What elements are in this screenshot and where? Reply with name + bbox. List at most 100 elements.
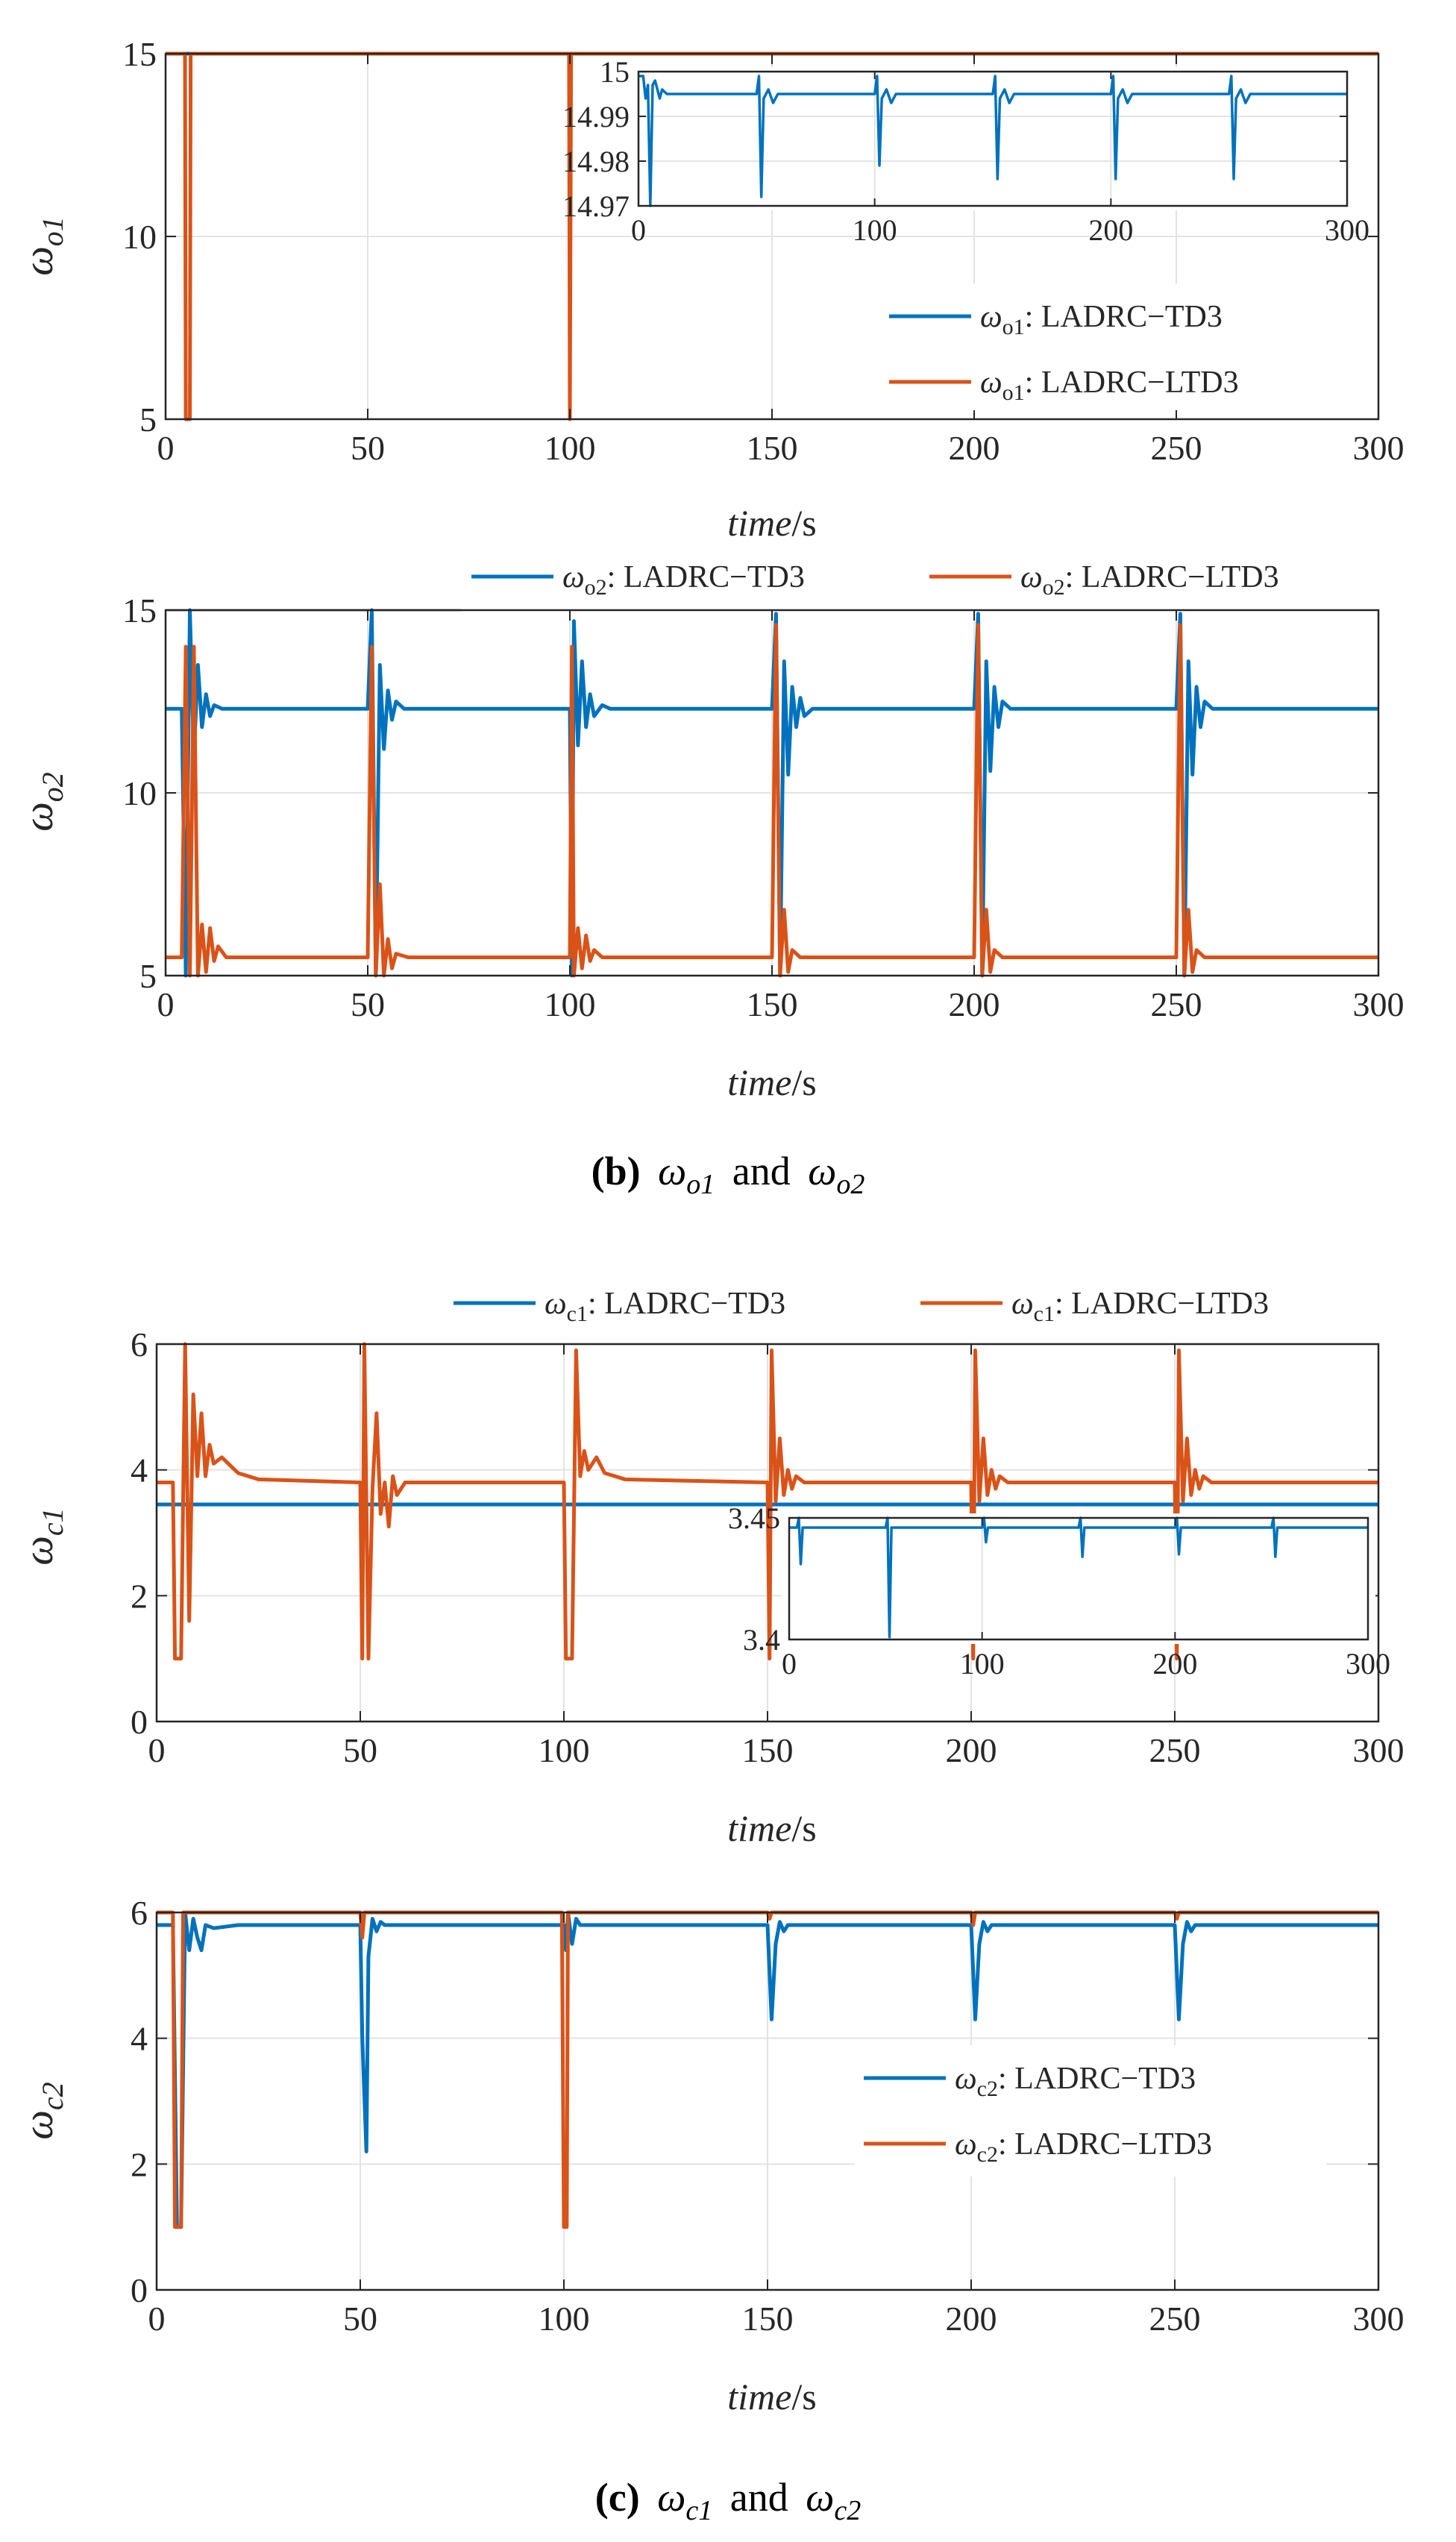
y-label-subscript: o2 bbox=[36, 772, 69, 802]
legend-subscript: c2 bbox=[977, 2077, 998, 2101]
y-tick-label: 0 bbox=[131, 2271, 148, 2309]
x-tick-label: 250 bbox=[1151, 429, 1202, 467]
y-tick-label: 0 bbox=[131, 1703, 148, 1741]
caption-c: (c) ωc1 and ωc2 bbox=[595, 2475, 861, 2529]
y-axis-label: ωo2 bbox=[16, 772, 69, 832]
legend-entry: ωc1: LADRC−LTD3 bbox=[920, 1287, 1269, 1326]
y-tick-label: 4 bbox=[131, 2020, 148, 2058]
legend-label: ωo1: LADRC−TD3 bbox=[980, 300, 1223, 339]
legend-subscript: o1 bbox=[1002, 315, 1025, 339]
x-tick-label: 300 bbox=[1353, 1731, 1405, 1769]
y-tick-label: 14.99 bbox=[562, 100, 630, 134]
y-tick-label: 2 bbox=[131, 2145, 148, 2183]
caption-b-sym1: ω bbox=[658, 1149, 686, 1193]
caption-c-label: (c) bbox=[595, 2475, 640, 2520]
y-tick-label: 6 bbox=[131, 1325, 148, 1363]
x-label-italic: time bbox=[727, 2376, 791, 2417]
x-tick-label: 300 bbox=[1353, 2300, 1405, 2338]
legend-text: : LADRC−TD3 bbox=[588, 1287, 785, 1321]
x-tick-label: 50 bbox=[351, 429, 385, 467]
x-label-unit: /s bbox=[791, 2376, 816, 2417]
legend-symbol: ω bbox=[1011, 1287, 1034, 1321]
legend-box bbox=[880, 283, 1372, 410]
x-tick-label: 100 bbox=[545, 429, 596, 467]
legend-symbol: ω bbox=[980, 365, 1002, 400]
x-axis-label: time/s bbox=[727, 502, 816, 544]
series-line bbox=[166, 623, 1378, 978]
legend-label: ωo2: LADRC−TD3 bbox=[562, 560, 805, 600]
inset-axes: 0 100 200 300 14.97 14.98 14.99 15 bbox=[562, 55, 1369, 247]
legend-subscript: o2 bbox=[1043, 575, 1065, 600]
x-label-unit: /s bbox=[791, 1061, 816, 1103]
legend-entry: ωo2: LADRC−TD3 bbox=[471, 560, 805, 600]
caption-c-sym2: ω bbox=[806, 2475, 834, 2520]
x-tick-label: 0 bbox=[782, 1647, 797, 1680]
x-label-italic: time bbox=[727, 502, 791, 544]
legend-label: ωc2: LADRC−TD3 bbox=[955, 2062, 1196, 2101]
series-line bbox=[157, 1342, 1378, 1661]
legend-entry: ωo1: LADRC−LTD3 bbox=[889, 365, 1239, 405]
x-tick-label: 200 bbox=[1088, 213, 1133, 247]
y-tick-label: 10 bbox=[122, 218, 157, 256]
x-tick-label: 150 bbox=[742, 2300, 794, 2338]
x-tick-label: 0 bbox=[148, 2300, 166, 2338]
y-tick-label: 14.97 bbox=[562, 189, 630, 223]
x-tick-label: 200 bbox=[949, 429, 1000, 467]
legend-text: : LADRC−TD3 bbox=[607, 560, 805, 594]
y-tick-label: 3.4 bbox=[743, 1623, 780, 1657]
x-tick-label: 50 bbox=[343, 1731, 377, 1769]
legend-symbol: ω bbox=[545, 1287, 567, 1321]
legend-subscript: c1 bbox=[1034, 1302, 1055, 1326]
x-tick-label: 200 bbox=[946, 1731, 997, 1769]
legend-box bbox=[855, 2045, 1326, 2177]
x-tick-label: 0 bbox=[631, 213, 646, 247]
legend-entry: ωo1: LADRC−TD3 bbox=[889, 300, 1223, 339]
caption-b: (b) ωo1 and ωo2 bbox=[592, 1149, 865, 1202]
y-axis-label: ωo1 bbox=[16, 216, 69, 276]
y-label-symbol: ω bbox=[16, 2110, 62, 2140]
x-label-italic: time bbox=[727, 1061, 791, 1103]
x-tick-label: 0 bbox=[148, 1731, 166, 1769]
y-axis-label: ωc1 bbox=[16, 1507, 69, 1565]
legend-label: ωo1: LADRC−LTD3 bbox=[980, 365, 1239, 405]
legend-subscript: o2 bbox=[585, 575, 607, 600]
legend-symbol: ω bbox=[1020, 560, 1043, 594]
y-tick-label: 4 bbox=[131, 1452, 148, 1490]
legend-symbol: ω bbox=[955, 2062, 977, 2096]
y-label-subscript: o1 bbox=[36, 216, 69, 246]
legend-text: : LADRC−TD3 bbox=[998, 2062, 1196, 2096]
y-label-subscript: c1 bbox=[36, 1507, 69, 1536]
plot-area bbox=[789, 1518, 1368, 1639]
y-label-symbol: ω bbox=[16, 246, 62, 276]
y-tick-label: 6 bbox=[131, 1894, 148, 1932]
y-label-subscript: c2 bbox=[36, 2082, 69, 2110]
y-label-symbol: ω bbox=[16, 802, 62, 832]
inset-axes: 0 100 200 300 3.4 3.45 bbox=[728, 1501, 1390, 1680]
legend-box bbox=[445, 1274, 1378, 1332]
legend-label: ωo2: LADRC−LTD3 bbox=[1020, 560, 1279, 600]
legend: ωc2: LADRC−TD3 ωc2: LADRC−LTD3 bbox=[855, 2045, 1326, 2177]
x-tick-label: 150 bbox=[747, 985, 798, 1023]
caption-c-sub2: c2 bbox=[834, 2495, 861, 2526]
x-axis-label: time/s bbox=[727, 2376, 816, 2417]
legend-entry: ωc2: LADRC−LTD3 bbox=[864, 2127, 1212, 2167]
x-tick-label: 250 bbox=[1149, 2300, 1201, 2338]
caption-c-mid: and bbox=[730, 2475, 788, 2520]
x-tick-label: 300 bbox=[1346, 1647, 1390, 1680]
legend-entry: ωc2: LADRC−TD3 bbox=[864, 2062, 1196, 2101]
caption-b-mid: and bbox=[732, 1149, 791, 1193]
y-axis-label: ωc2 bbox=[16, 2082, 69, 2139]
legend-text: : LADRC−LTD3 bbox=[1055, 1287, 1269, 1321]
x-tick-label: 300 bbox=[1353, 429, 1405, 467]
caption-b-sym2: ω bbox=[808, 1149, 836, 1193]
y-tick-label: 5 bbox=[139, 957, 157, 995]
x-tick-label: 50 bbox=[351, 985, 385, 1023]
y-label-symbol: ω bbox=[16, 1536, 62, 1566]
x-tick-label: 100 bbox=[539, 2300, 590, 2338]
caption-b-sub2: o2 bbox=[836, 1169, 865, 1200]
x-axis-label: time/s bbox=[727, 1807, 816, 1849]
